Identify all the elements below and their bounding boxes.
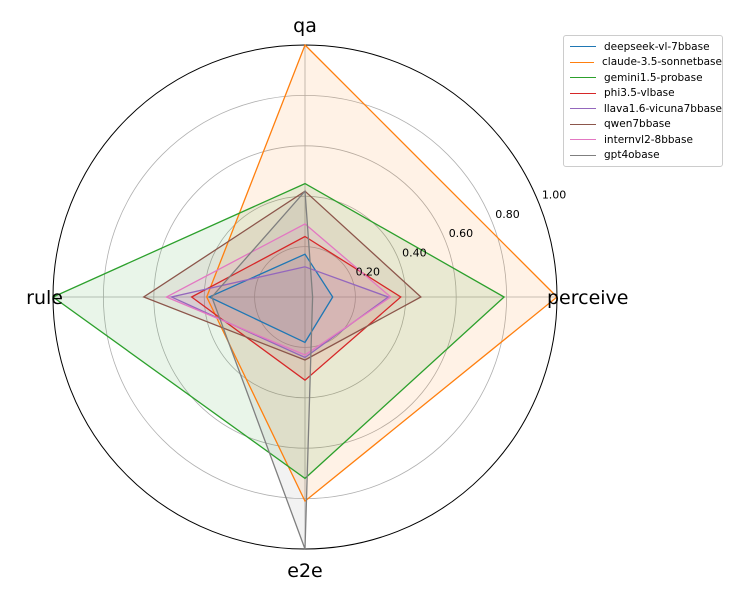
- r-tick-label: 0.80: [495, 208, 520, 221]
- legend-item: internvl2-8bbase: [564, 132, 722, 148]
- legend-label: gpt4obase: [604, 149, 660, 162]
- series-fill: [209, 254, 333, 343]
- series-line: [207, 253, 334, 344]
- r-tick-label: 1.00: [542, 189, 567, 202]
- legend-label: qwen7bbase: [604, 118, 671, 131]
- series-line: [169, 266, 390, 359]
- legend-item: qwen7bbase: [564, 117, 722, 133]
- legend-swatch: [570, 46, 596, 48]
- legend-label: llava1.6-vicuna7bbase: [603, 102, 722, 115]
- legend-item: phi3.5-vlbase: [564, 86, 722, 102]
- axis-label-qa: qa: [293, 15, 317, 37]
- legend-item: gpt4obase: [564, 148, 722, 164]
- legend-swatch: [570, 92, 596, 94]
- series-fill: [143, 191, 421, 360]
- r-tick-label: 0.40: [402, 246, 427, 259]
- legend-swatch: [570, 108, 596, 110]
- legend-swatch: [570, 139, 596, 141]
- legend-swatch: [570, 123, 596, 125]
- legend-item: deepseek-vl-7bbase: [564, 39, 722, 55]
- legend: deepseek-vl-7bbase claude-3.5-sonnetbase g…: [563, 35, 723, 167]
- legend-swatch: [570, 61, 594, 63]
- series-line: [142, 190, 423, 361]
- legend-swatch: [570, 77, 596, 79]
- series-line: [211, 189, 314, 550]
- radial-ticks: 0.20 0.40 0.60 0.80 1.00: [356, 189, 567, 279]
- series-fill: [211, 191, 313, 549]
- r-tick-label: 0.20: [356, 266, 381, 279]
- legend-label: deepseek-vl-7bbase: [604, 40, 710, 53]
- series-fill: [206, 45, 557, 502]
- series-fill: [53, 183, 505, 479]
- legend-swatch: [570, 154, 596, 156]
- series-layer: [51, 43, 558, 550]
- r-tick-label: 0.60: [449, 227, 474, 240]
- axis-labels: qa perceive e2e rule: [26, 15, 628, 582]
- legend-label: gemini1.5-probase: [604, 71, 703, 84]
- series-line: [51, 182, 506, 480]
- legend-label: phi3.5-vlbase: [604, 87, 675, 100]
- legend-item: claude-3.5-sonnetbase: [564, 55, 722, 71]
- axis-label-perceive: perceive: [547, 287, 629, 309]
- series-fill: [166, 223, 391, 355]
- series-line: [164, 223, 392, 356]
- legend-label: internvl2-8bbase: [604, 133, 693, 146]
- legend-item: llava1.6-vicuna7bbase: [564, 101, 722, 117]
- legend-label: claude-3.5-sonnetbase: [602, 56, 722, 69]
- legend-item: gemini1.5-probase: [564, 70, 722, 86]
- series-fill: [191, 236, 401, 381]
- axis-label-rule: rule: [26, 287, 63, 309]
- axis-label-e2e: e2e: [287, 560, 322, 582]
